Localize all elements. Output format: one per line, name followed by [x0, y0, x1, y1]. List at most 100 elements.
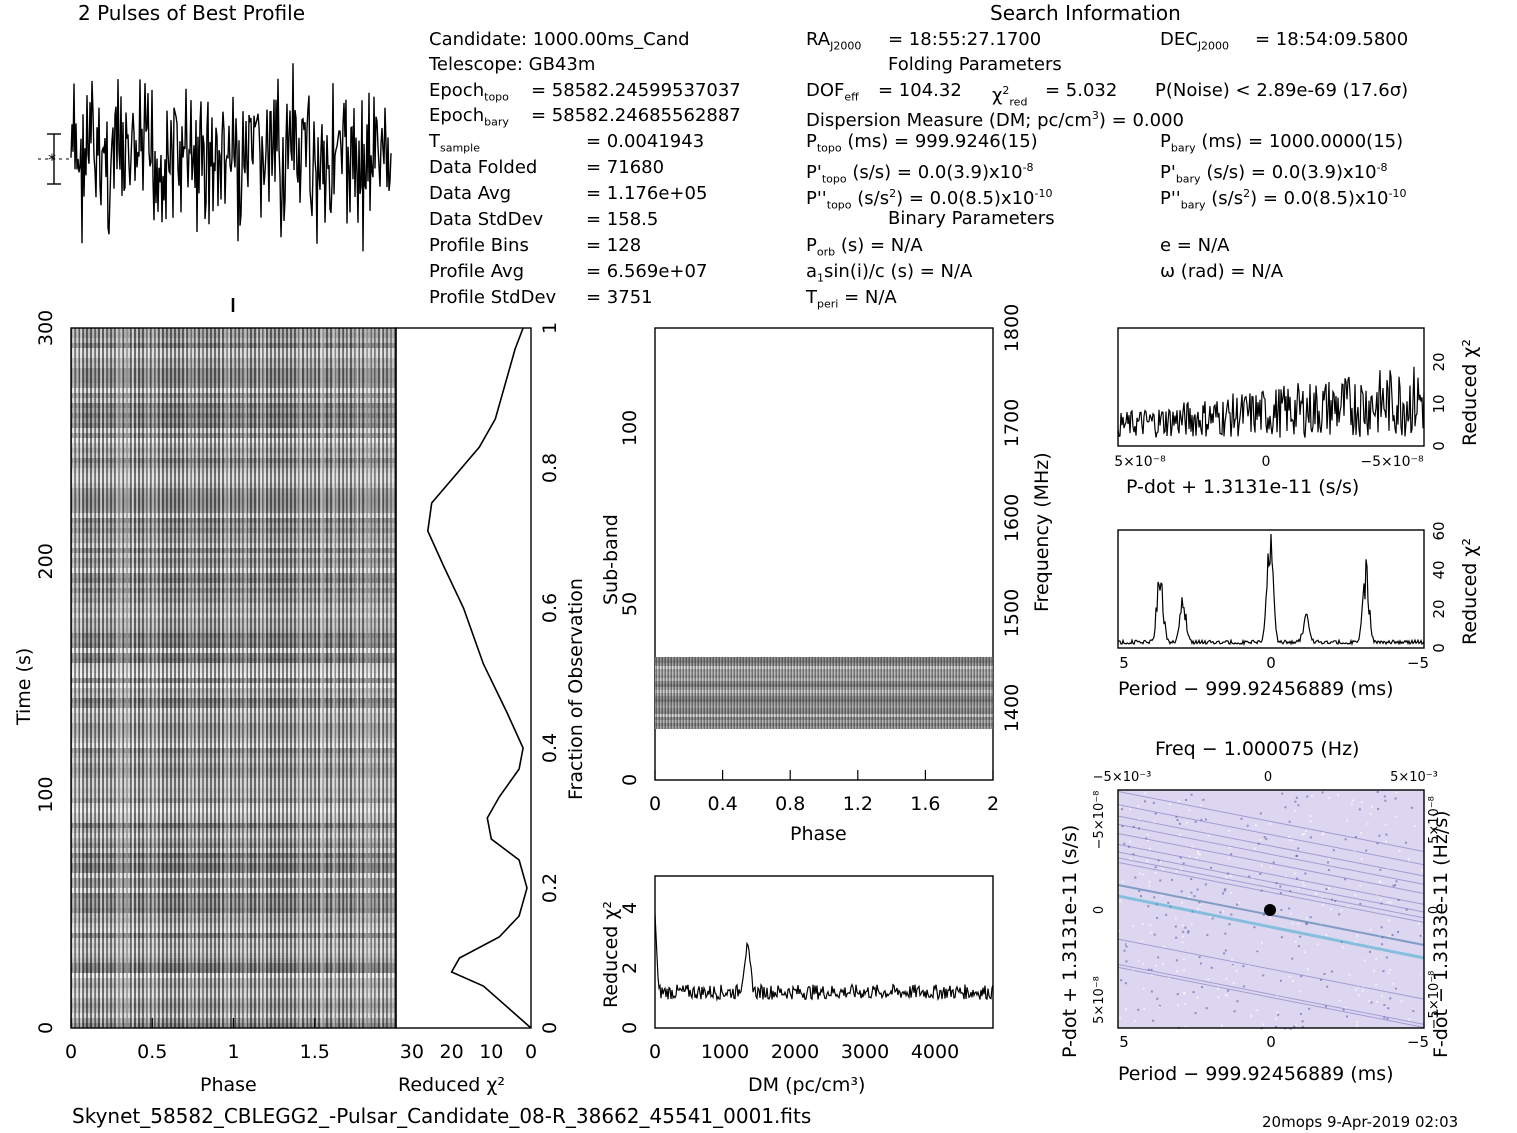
ppdot-speck: [1284, 806, 1287, 809]
time-row: [71, 843, 396, 848]
time-grain: [389, 328, 392, 1028]
time-row: [71, 763, 396, 768]
dof-label: DOFeff: [806, 80, 859, 104]
ppdot-speck: [1387, 971, 1390, 974]
time-row: [71, 958, 396, 963]
time-grain: [121, 328, 123, 1028]
sub-ylabel: Sub-band: [600, 514, 622, 605]
time-row: [71, 563, 396, 568]
time-grain: [365, 328, 368, 1028]
subband-row: [655, 669, 993, 672]
ppdot-x-tick: 5: [1119, 1033, 1129, 1051]
ppdot-speck: [1392, 982, 1395, 985]
ppdot-speck: [1221, 1024, 1224, 1027]
time-row: [71, 348, 396, 353]
ppdot-speck: [1125, 960, 1128, 963]
ppdot-speck: [1140, 895, 1142, 898]
ppdot-streak: [1117, 963, 1425, 1025]
pnoise-text: P(Noise) < 2.89e-69 (17.6σ): [1155, 80, 1409, 101]
ppdot-speck: [1147, 905, 1150, 908]
time-grain: [322, 328, 324, 1028]
time-grain: [381, 328, 383, 1028]
telescope-text: Telescope: GB43m: [429, 54, 596, 75]
ppdot-speck: [1230, 891, 1233, 894]
ra-label: RAJ2000: [806, 29, 862, 53]
ppdot-x2-tick: 5×10⁻³: [1390, 770, 1438, 785]
time-x-tick: 1: [227, 1041, 239, 1063]
ppdot-speck: [1297, 804, 1300, 807]
ppdot-speck: [1152, 801, 1155, 804]
ppdot-speck: [1306, 795, 1309, 798]
ppdot-speck: [1174, 917, 1177, 920]
ppdot-speck: [1150, 974, 1153, 977]
time-row: [71, 568, 396, 573]
sub-xlabel: Phase: [790, 823, 847, 845]
binary-title: Binary Parameters: [888, 208, 1055, 229]
ppdot-speck: [1139, 872, 1142, 875]
ppdot-speck: [1207, 978, 1210, 981]
ppdot-speck: [1147, 968, 1150, 971]
ppdot-speck: [1206, 934, 1209, 937]
ppdot-speck: [1194, 820, 1197, 823]
time-row: [71, 528, 396, 533]
time-row: [71, 443, 396, 448]
time-row: [71, 1003, 396, 1008]
ppdot-speck: [1263, 836, 1266, 839]
ppdot-speck: [1188, 855, 1191, 858]
ppdot-speck: [1412, 1010, 1415, 1013]
ppdot-speck: [1228, 829, 1231, 832]
chi2-label: χ2red: [992, 84, 1028, 109]
ppdot-speck: [1346, 1015, 1348, 1018]
ppdot-speck: [1354, 836, 1357, 838]
ppdot-speck: [1385, 840, 1388, 843]
ppdot-speck: [1230, 913, 1233, 916]
ppdot-speck: [1289, 1027, 1292, 1030]
ppdot-speck: [1184, 926, 1187, 929]
time-row: [71, 493, 396, 498]
ppdot-speck: [1150, 990, 1153, 993]
dec-label: DECJ2000: [1160, 29, 1230, 53]
ppdot-speck: [1301, 1025, 1304, 1028]
ppdot-speck: [1391, 934, 1394, 936]
frac-x-tick: 30: [400, 1041, 424, 1063]
ppdot-speck: [1165, 913, 1168, 916]
time-grain: [308, 328, 310, 1028]
time-grain: [120, 328, 123, 1028]
ppdot-speck: [1259, 872, 1262, 875]
ppdot-speck: [1390, 901, 1393, 904]
ppdot-speck: [1368, 1000, 1371, 1002]
ppdot-speck: [1294, 940, 1297, 943]
pddbary-text: P''bary (s/s2) = 0.0(8.5)x10-10: [1160, 187, 1407, 212]
data-folded-label: Data Folded: [429, 157, 538, 178]
time-grain: [131, 328, 134, 1028]
time-row: [71, 423, 396, 428]
ppdot-speck: [1183, 969, 1185, 972]
ppdot-speck: [1310, 795, 1313, 798]
time-grain: [74, 328, 77, 1028]
time-row: [71, 343, 396, 348]
ppdot-speck: [1187, 930, 1190, 933]
subband-row: [655, 717, 993, 720]
ppdot-speck: [1299, 935, 1302, 938]
ppdot-speck: [1162, 962, 1165, 965]
ppdot-speck: [1153, 896, 1156, 899]
time-row: [71, 1013, 396, 1018]
ppdot-speck: [1369, 929, 1372, 931]
ppdot-speck: [1256, 950, 1259, 953]
ppdot-speck: [1296, 877, 1298, 880]
profile-avg-value: = 6.569e+07: [586, 261, 708, 282]
time-row: [71, 903, 396, 908]
profile-std-label: Profile StdDev: [429, 287, 557, 308]
dm-y-tick: 2: [619, 962, 641, 974]
ppdot-speck: [1421, 869, 1424, 872]
ppdot-speck: [1262, 1023, 1265, 1026]
ppdot-speck: [1223, 952, 1226, 955]
ppdot-speck: [1288, 975, 1291, 978]
ppdot-speck: [1197, 850, 1199, 853]
ppdot-speck: [1238, 901, 1241, 904]
ppdot-speck: [1366, 822, 1369, 825]
time-row: [71, 688, 396, 693]
sub-y-tick: 50: [619, 592, 641, 616]
ppdot-speck: [1288, 835, 1291, 838]
ppdot-speck: [1328, 797, 1331, 800]
